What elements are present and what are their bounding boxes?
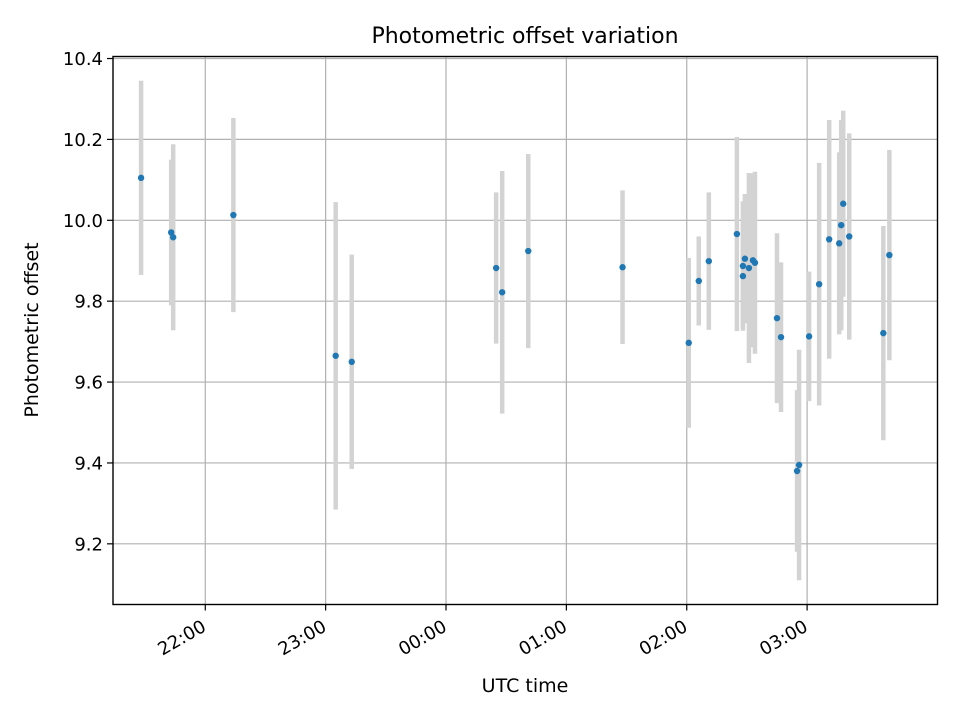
y-tick-label: 9.6 — [74, 373, 103, 394]
y-axis-label: Photometric offset — [21, 242, 43, 417]
x-tick-label: 01:00 — [515, 616, 570, 660]
x-tick-label: 02:00 — [636, 616, 691, 660]
x-tick-label: 03:00 — [756, 616, 811, 660]
data-point — [793, 467, 801, 475]
data-point — [619, 264, 626, 271]
data-point — [685, 339, 692, 347]
grid — [113, 56, 938, 605]
data-point — [498, 289, 506, 296]
data-point — [741, 255, 749, 262]
x-axis-label: UTC time — [482, 675, 569, 697]
y-axis-ticks: 9.2 9.4 9.6 9.8 10.0 10.2 10.4 — [63, 49, 113, 555]
data-point — [745, 264, 753, 272]
error-bars — [138, 80, 892, 581]
data-point — [137, 174, 145, 182]
chart-title: Photometric offset variation — [371, 24, 678, 49]
data-point — [525, 247, 532, 255]
data-point — [846, 233, 853, 240]
x-tick-label: 22:00 — [154, 616, 209, 660]
y-tick-label: 9.2 — [74, 534, 103, 555]
data-point — [169, 234, 177, 241]
data-point — [815, 280, 823, 288]
data-points — [137, 174, 893, 475]
data-point — [751, 259, 759, 266]
data-point — [840, 200, 847, 207]
data-point — [739, 272, 747, 280]
x-tick-label: 00:00 — [395, 616, 450, 660]
data-point — [825, 236, 833, 243]
data-point — [230, 211, 237, 219]
data-point — [880, 329, 887, 337]
data-point — [773, 314, 781, 322]
y-tick-label: 10.2 — [63, 130, 103, 151]
data-point — [739, 262, 747, 270]
data-point — [167, 229, 175, 236]
data-point — [733, 230, 741, 238]
data-point — [838, 221, 845, 229]
data-point — [777, 333, 785, 341]
y-tick-label: 9.4 — [74, 453, 103, 474]
data-point — [705, 257, 713, 265]
data-point — [805, 333, 813, 340]
data-point — [836, 240, 843, 247]
data-point — [348, 358, 355, 366]
x-axis-ticks: 22:00 23:00 00:00 01:00 02:00 03:00 — [154, 604, 812, 660]
data-point — [332, 352, 339, 359]
y-tick-label: 10.4 — [63, 49, 103, 70]
x-tick-label: 23:00 — [275, 616, 330, 660]
data-point — [795, 461, 803, 469]
data-point — [492, 264, 500, 272]
y-tick-label: 10.0 — [63, 211, 103, 232]
y-tick-label: 9.8 — [74, 292, 103, 313]
data-point — [886, 251, 893, 259]
data-point — [695, 277, 702, 285]
plot-frame — [112, 55, 939, 606]
